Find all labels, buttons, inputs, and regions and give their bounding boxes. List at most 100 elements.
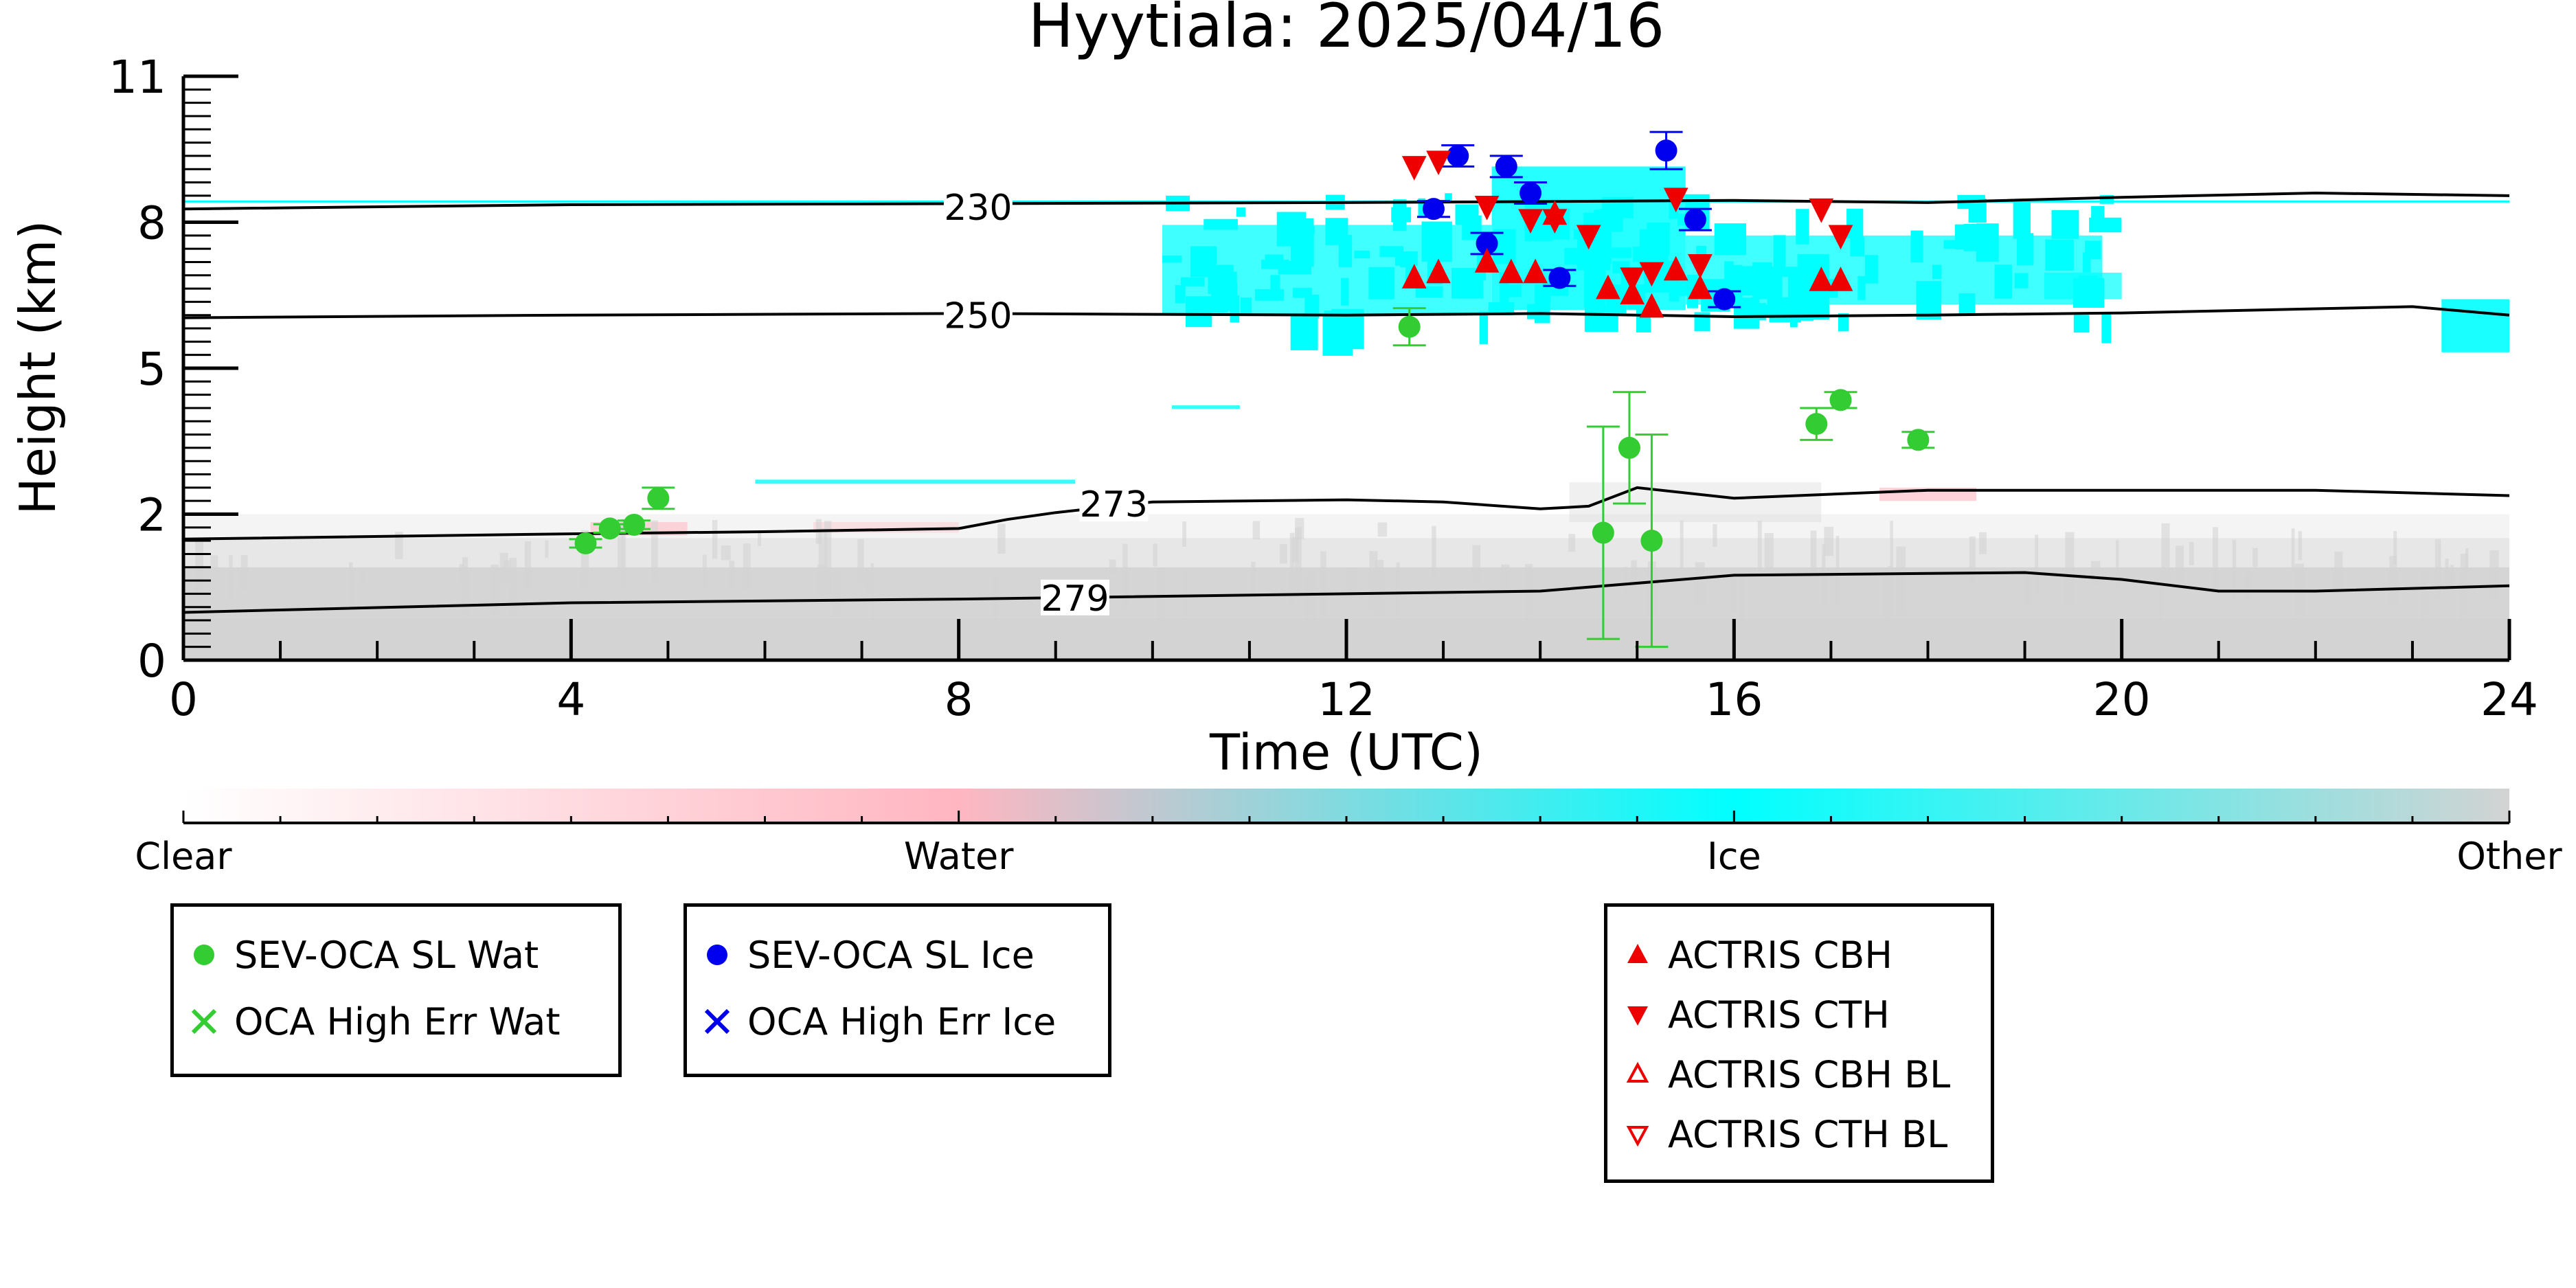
ice-texture: [1241, 297, 1252, 316]
other-texture: [349, 562, 353, 608]
legend-label: ACTRIS CTH: [1668, 993, 1890, 1037]
other-texture: [1157, 574, 1164, 639]
data-point: [1592, 521, 1614, 544]
legend-label: ACTRIS CTH BL: [1668, 1112, 1948, 1156]
data-point: [1576, 225, 1601, 250]
other-texture: [2213, 527, 2218, 590]
other-texture: [2161, 523, 2170, 585]
other-texture: [1979, 532, 1987, 554]
x-axis-label: Time (UTC): [1209, 723, 1483, 781]
red-triangle-down-open-icon: [1626, 1126, 1649, 1147]
data-point: [1401, 156, 1427, 181]
data-point: [1401, 264, 1427, 289]
other-texture: [1824, 526, 1834, 556]
blue-circle-icon: [707, 945, 727, 965]
other-texture: [617, 525, 624, 571]
other-texture: [509, 558, 517, 615]
ice-texture: [1773, 235, 1786, 269]
other-texture: [758, 531, 762, 546]
other-texture: [1896, 546, 1906, 615]
ice-texture: [1714, 223, 1746, 256]
data-point: [1474, 248, 1500, 273]
actris-legend: ACTRIS CBH ACTRIS CTH ACTRIS CBH BL ACTR…: [1604, 903, 1994, 1183]
blue-x-icon: [704, 1008, 730, 1035]
data-point: [1518, 209, 1543, 234]
y-tick-label: 2: [137, 489, 166, 542]
temperature-contour-250: [183, 305, 2510, 319]
ice-texture: [2091, 205, 2105, 219]
legend-label: OCA High Err Wat: [234, 999, 561, 1043]
other-texture: [1347, 567, 1357, 596]
data-point: [1907, 429, 1930, 451]
series-actris-cbh: [1401, 200, 1853, 318]
data-point: [1422, 198, 1445, 221]
ice-texture: [2089, 217, 2122, 233]
other-texture: [1472, 545, 1481, 581]
ice-texture: [1322, 315, 1353, 356]
ice-texture: [1354, 250, 1370, 259]
data-point: [647, 487, 670, 510]
other-texture: [870, 563, 874, 619]
data-point: [1498, 258, 1524, 284]
ice-texture: [1910, 230, 1923, 262]
ice-texture: [1400, 256, 1409, 268]
data-point: [1713, 288, 1736, 310]
other-texture: [1730, 575, 1737, 612]
data-point: [1639, 293, 1664, 318]
other-texture: [1280, 543, 1287, 564]
ice-texture: [1647, 222, 1670, 256]
other-texture: [2434, 539, 2441, 598]
ice-texture: [1846, 208, 1864, 238]
data-point: [1548, 267, 1571, 289]
ice-thin-layer: [755, 479, 1075, 484]
other-texture: [2445, 558, 2449, 583]
red-triangle-up-open-icon: [1626, 1061, 1649, 1083]
data-point: [1426, 150, 1451, 176]
ice-texture: [1254, 289, 1284, 301]
legend-item-actris-cbh-bl: ACTRIS CBH BL: [1607, 1052, 1951, 1096]
other-texture: [1764, 532, 1774, 569]
legend-item-actris-cth-bl: ACTRIS CTH BL: [1607, 1112, 1948, 1156]
other-texture: [210, 555, 218, 571]
other-texture: [1304, 574, 1309, 640]
data-point: [598, 517, 621, 540]
other-texture: [864, 567, 869, 593]
ice-texture: [1392, 199, 1407, 231]
ice-texture: [1236, 207, 1246, 217]
legend-item-oca-high-err-wat: OCA High Err Wat: [174, 999, 561, 1043]
ice-texture: [1488, 302, 1515, 315]
colorbar-label: Clear: [135, 835, 232, 878]
other-texture: [1624, 567, 1627, 594]
ice-texture: [1445, 193, 1452, 201]
other-texture: [2393, 531, 2397, 565]
ice-texture: [1838, 313, 1849, 332]
data-point: [1828, 225, 1853, 250]
other-texture: [2298, 531, 2303, 561]
ice-texture: [2045, 239, 2074, 271]
x-tick-label: 0: [169, 673, 198, 726]
other-texture: [2252, 547, 2258, 567]
ice-texture: [2014, 273, 2029, 289]
red-triangle-down-icon: [1627, 1006, 1648, 1026]
classification-background: [183, 166, 2509, 660]
legend-label: ACTRIS CBH: [1668, 933, 1893, 977]
other-texture: [2090, 561, 2101, 585]
other-texture: [997, 523, 1006, 554]
other-texture: [2116, 540, 2119, 592]
data-point: [1495, 155, 1517, 178]
legend-item-sev-oca-sl-ice: SEV-OCA SL Ice: [687, 934, 1035, 977]
other-texture: [2334, 552, 2343, 592]
other-texture: [1525, 564, 1533, 635]
green-x-icon: [191, 1008, 217, 1035]
ice-texture: [1261, 260, 1289, 269]
data-point: [1809, 267, 1834, 291]
legend-label: ACTRIS CBH BL: [1668, 1052, 1951, 1096]
ice-texture: [1341, 278, 1349, 306]
x-tick-label: 16: [1705, 673, 1763, 726]
data-point: [1684, 208, 1706, 231]
other-texture: [712, 520, 718, 559]
ice-texture: [1368, 267, 1394, 300]
ice-texture: [1325, 218, 1348, 245]
ice-texture: [1770, 267, 1800, 277]
